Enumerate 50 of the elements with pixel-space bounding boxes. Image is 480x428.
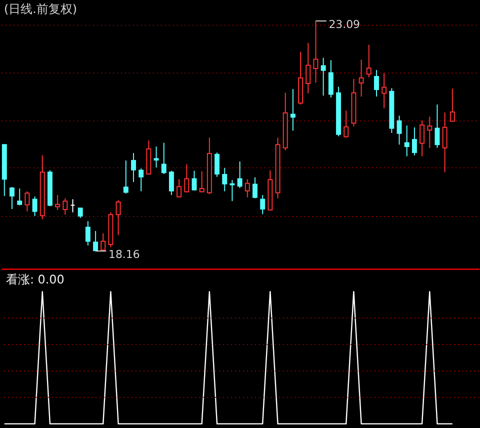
candlestick bbox=[230, 180, 235, 202]
candlestick bbox=[244, 178, 250, 198]
candlestick bbox=[374, 69, 379, 98]
candlestick bbox=[168, 170, 174, 196]
candlestick bbox=[85, 220, 90, 246]
candlestick bbox=[420, 120, 425, 157]
candlestick bbox=[320, 57, 326, 96]
text: 看涨: 0.00 bbox=[6, 272, 64, 287]
candlestick bbox=[358, 59, 364, 98]
candlestick bbox=[199, 170, 204, 193]
candlestick bbox=[131, 152, 136, 182]
annotation: 18.16 bbox=[108, 248, 140, 262]
candlestick bbox=[161, 142, 166, 175]
candlestick bbox=[237, 160, 242, 189]
candlestick bbox=[427, 116, 432, 148]
candlestick bbox=[313, 20, 318, 84]
candlestick bbox=[382, 72, 387, 109]
candlestick bbox=[10, 186, 14, 210]
candlestick bbox=[214, 152, 220, 178]
candlestick bbox=[328, 60, 334, 98]
candlestick bbox=[32, 196, 38, 217]
candlestick bbox=[78, 208, 83, 218]
candlestick bbox=[123, 160, 128, 194]
chart-title: (日线.前复权) bbox=[4, 2, 78, 16]
candlestick bbox=[396, 115, 402, 146]
candlestick bbox=[412, 126, 417, 156]
candlestick bbox=[260, 194, 266, 215]
candlestick bbox=[434, 104, 440, 148]
candlestick bbox=[116, 200, 121, 236]
annotation: 23.09 bbox=[328, 18, 360, 31]
candlestick bbox=[366, 44, 372, 78]
candlestick bbox=[306, 42, 311, 94]
candlestick bbox=[17, 188, 22, 206]
candlestick bbox=[252, 176, 258, 199]
candlestick bbox=[184, 164, 190, 193]
candlestick bbox=[450, 88, 455, 122]
candlestick bbox=[100, 232, 106, 252]
candlestick bbox=[192, 170, 197, 191]
candlestick bbox=[138, 168, 144, 192]
candlestick bbox=[154, 146, 159, 168]
candlestick bbox=[344, 110, 349, 138]
candlestick bbox=[24, 190, 30, 212]
candlestick bbox=[442, 112, 448, 173]
candlestick bbox=[55, 194, 60, 210]
candlestick bbox=[62, 198, 68, 216]
candlestick bbox=[222, 167, 228, 192]
candlestick bbox=[290, 88, 296, 132]
candlestick bbox=[404, 124, 410, 157]
candlestick bbox=[176, 178, 182, 198]
candlestick bbox=[93, 230, 98, 252]
